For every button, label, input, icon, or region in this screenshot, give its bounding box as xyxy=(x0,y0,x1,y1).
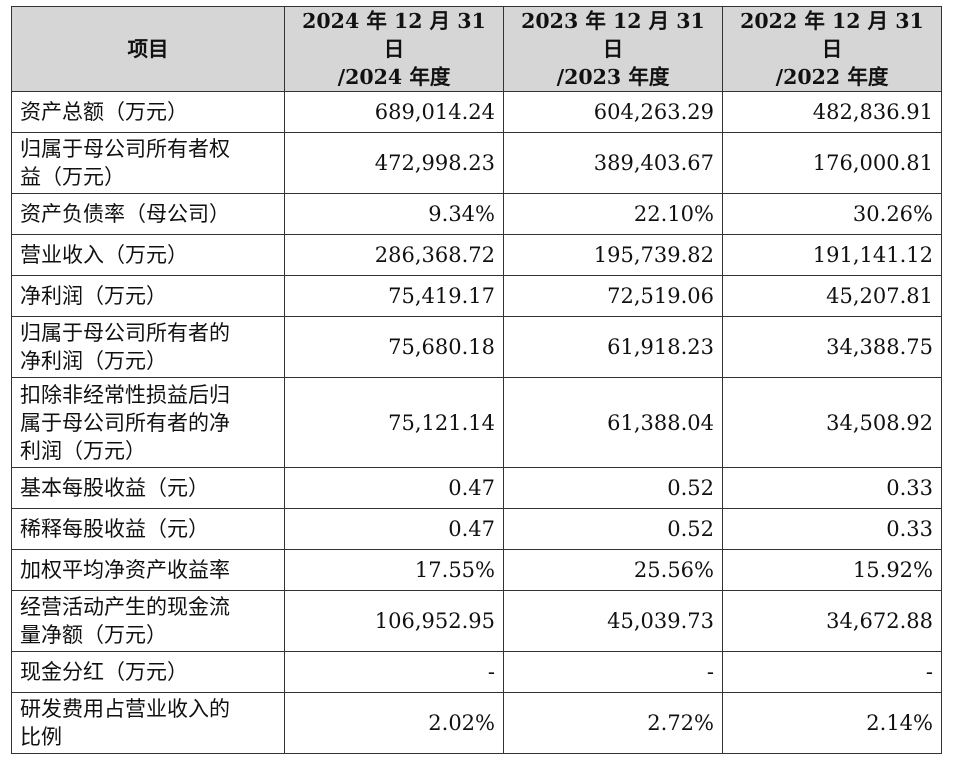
cell-2022: 482,836.91 xyxy=(722,91,942,133)
row-label: 资产总额（万元） xyxy=(11,91,285,133)
cell-2022: 15.92% xyxy=(722,549,942,591)
header-2023: 2023 年 12 月 31 日 /2023 年度 xyxy=(503,6,723,92)
cell-2022: 176,000.81 xyxy=(722,132,942,194)
cell-2023: 389,403.67 xyxy=(503,132,723,194)
row-label-line: 归属于母公司所有者权 xyxy=(20,137,230,161)
table-header-row: 项目 2024 年 12 月 31 日 /2024 年度 2023 年 12 月… xyxy=(11,6,942,92)
cell-2024: 9.34% xyxy=(284,193,504,235)
cell-2024: 472,998.23 xyxy=(284,132,504,194)
row-label-line: 营业收入（万元） xyxy=(20,243,188,267)
row-label: 营业收入（万元） xyxy=(11,234,285,276)
cell-2022: 2.14% xyxy=(722,692,942,754)
cell-2024: 0.47 xyxy=(284,467,504,509)
table-row: 稀释每股收益（元） 0.47 0.52 0.33 xyxy=(11,508,942,550)
row-label-line: 资产总额（万元） xyxy=(20,100,188,124)
row-label-line: 现金分红（万元） xyxy=(20,660,188,684)
table-row: 经营活动产生的现金流 量净额（万元） 106,952.95 45,039.73 34,6… xyxy=(11,590,942,652)
row-label-line: 益（万元） xyxy=(20,165,125,189)
cell-2022: - xyxy=(722,651,942,693)
row-label-line: 加权平均净资产收益率 xyxy=(20,558,230,582)
header-2022-line2: /2022 年度 xyxy=(775,65,889,89)
cell-2023: - xyxy=(503,651,723,693)
table-row: 现金分红（万元） - - - xyxy=(11,651,942,693)
row-label: 归属于母公司所有者的 净利润（万元） xyxy=(11,316,285,378)
cell-2022: 0.33 xyxy=(722,467,942,509)
cell-2024: 286,368.72 xyxy=(284,234,504,276)
cell-2023: 2.72% xyxy=(503,692,723,754)
financial-table-wrapper: 项目 2024 年 12 月 31 日 /2024 年度 2023 年 12 月… xyxy=(11,6,942,754)
table-row: 资产负债率（母公司） 9.34% 22.10% 30.26% xyxy=(11,193,942,235)
cell-2023: 45,039.73 xyxy=(503,590,723,652)
cell-2023: 72,519.06 xyxy=(503,275,723,317)
cell-2022: 30.26% xyxy=(722,193,942,235)
row-label-line: 资产负债率（母公司） xyxy=(20,202,230,226)
cell-2023: 195,739.82 xyxy=(503,234,723,276)
header-2022-line1: 2022 年 12 月 31 日 xyxy=(740,9,924,61)
cell-2022: 34,388.75 xyxy=(722,316,942,378)
header-2022: 2022 年 12 月 31 日 /2022 年度 xyxy=(722,6,942,92)
table-row: 研发费用占营业收入的 比例 2.02% 2.72% 2.14% xyxy=(11,692,942,754)
cell-2024: 17.55% xyxy=(284,549,504,591)
row-label: 扣除非经常性损益后归 属于母公司所有者的净 利润（万元） xyxy=(11,377,285,468)
row-label-line: 净利润（万元） xyxy=(20,284,167,308)
table-row: 净利润（万元） 75,419.17 72,519.06 45,207.81 xyxy=(11,275,942,317)
row-label-line: 研发费用占营业收入的 xyxy=(20,697,230,721)
row-label-line: 基本每股收益（元） xyxy=(20,476,209,500)
table-row: 资产总额（万元） 689,014.24 604,263.29 482,836.91 xyxy=(11,91,942,133)
row-label: 现金分红（万元） xyxy=(11,651,285,693)
cell-2024: 75,680.18 xyxy=(284,316,504,378)
row-label-line: 比例 xyxy=(20,725,62,749)
cell-2024: 2.02% xyxy=(284,692,504,754)
header-2024: 2024 年 12 月 31 日 /2024 年度 xyxy=(284,6,504,92)
row-label: 稀释每股收益（元） xyxy=(11,508,285,550)
row-label-line: 归属于母公司所有者的 xyxy=(20,321,230,345)
row-label: 基本每股收益（元） xyxy=(11,467,285,509)
cell-2024: 106,952.95 xyxy=(284,590,504,652)
row-label: 资产负债率（母公司） xyxy=(11,193,285,235)
table-row: 加权平均净资产收益率 17.55% 25.56% 15.92% xyxy=(11,549,942,591)
cell-2022: 0.33 xyxy=(722,508,942,550)
row-label: 加权平均净资产收益率 xyxy=(11,549,285,591)
cell-2022: 45,207.81 xyxy=(722,275,942,317)
financial-indicators-table: 项目 2024 年 12 月 31 日 /2024 年度 2023 年 12 月… xyxy=(11,6,942,754)
cell-2023: 61,918.23 xyxy=(503,316,723,378)
row-label-line: 利润（万元） xyxy=(20,438,146,463)
row-label-line: 扣除非经常性损益后归 xyxy=(20,382,230,407)
row-label-line: 净利润（万元） xyxy=(20,349,167,373)
cell-2024: 75,419.17 xyxy=(284,275,504,317)
cell-2024: 0.47 xyxy=(284,508,504,550)
table-row: 基本每股收益（元） 0.47 0.52 0.33 xyxy=(11,467,942,509)
table-row: 归属于母公司所有者权 益（万元） 472,998.23 389,403.67 176,0… xyxy=(11,132,942,194)
table-row: 归属于母公司所有者的 净利润（万元） 75,680.18 61,918.23 34,38… xyxy=(11,316,942,378)
row-label: 归属于母公司所有者权 益（万元） xyxy=(11,132,285,194)
cell-2023: 22.10% xyxy=(503,193,723,235)
cell-2022: 34,508.92 xyxy=(722,377,942,468)
cell-2023: 61,388.04 xyxy=(503,377,723,468)
header-2023-line2: /2023 年度 xyxy=(556,65,670,89)
header-item: 项目 xyxy=(11,6,285,92)
row-label: 净利润（万元） xyxy=(11,275,285,317)
table-row: 扣除非经常性损益后归 属于母公司所有者的净 利润（万元） 75,121.14 61,38… xyxy=(11,377,942,468)
cell-2023: 604,263.29 xyxy=(503,91,723,133)
table-body: 资产总额（万元） 689,014.24 604,263.29 482,836.91 归属… xyxy=(11,91,942,754)
cell-2024: - xyxy=(284,651,504,693)
table-row: 营业收入（万元） 286,368.72 195,739.82 191,141.12 xyxy=(11,234,942,276)
header-2024-line1: 2024 年 12 月 31 日 xyxy=(302,9,486,61)
cell-2022: 34,672.88 xyxy=(722,590,942,652)
header-2023-line1: 2023 年 12 月 31 日 xyxy=(521,9,705,61)
cell-2023: 25.56% xyxy=(503,549,723,591)
row-label-line: 稀释每股收益（元） xyxy=(20,517,209,541)
row-label-line: 属于母公司所有者的净 xyxy=(20,410,230,435)
header-2024-line2: /2024 年度 xyxy=(337,65,451,89)
cell-2023: 0.52 xyxy=(503,508,723,550)
cell-2022: 191,141.12 xyxy=(722,234,942,276)
row-label-line: 量净额（万元） xyxy=(20,623,167,647)
cell-2024: 75,121.14 xyxy=(284,377,504,468)
row-label: 经营活动产生的现金流 量净额（万元） xyxy=(11,590,285,652)
row-label: 研发费用占营业收入的 比例 xyxy=(11,692,285,754)
cell-2024: 689,014.24 xyxy=(284,91,504,133)
row-label-line: 经营活动产生的现金流 xyxy=(20,595,230,619)
cell-2023: 0.52 xyxy=(503,467,723,509)
